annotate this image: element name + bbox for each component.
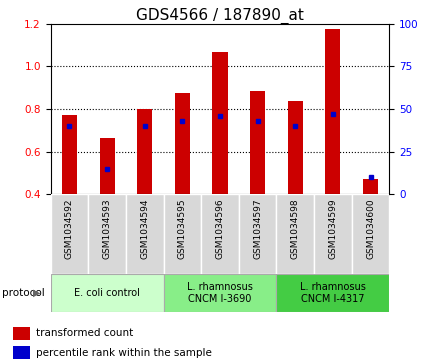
Bar <box>201 194 239 274</box>
Bar <box>288 101 303 194</box>
Title: GDS4566 / 187890_at: GDS4566 / 187890_at <box>136 7 304 24</box>
Bar <box>175 93 190 194</box>
Text: GSM1034599: GSM1034599 <box>328 198 337 259</box>
Bar <box>363 179 378 194</box>
Bar <box>62 115 77 194</box>
Text: GSM1034594: GSM1034594 <box>140 198 149 259</box>
Text: GSM1034600: GSM1034600 <box>366 198 375 259</box>
Bar <box>276 194 314 274</box>
Text: transformed count: transformed count <box>36 328 133 338</box>
Bar <box>314 194 352 274</box>
Bar <box>88 194 126 274</box>
Bar <box>137 109 152 194</box>
Text: E. coli control: E. coli control <box>74 288 140 298</box>
Bar <box>326 29 341 194</box>
Bar <box>239 194 276 274</box>
Text: GSM1034598: GSM1034598 <box>291 198 300 259</box>
Bar <box>164 194 201 274</box>
Bar <box>51 274 164 312</box>
Bar <box>164 274 276 312</box>
Bar <box>213 52 227 194</box>
Bar <box>250 91 265 194</box>
Text: protocol: protocol <box>2 288 45 298</box>
Bar <box>13 327 30 340</box>
Text: percentile rank within the sample: percentile rank within the sample <box>36 348 212 358</box>
Text: L. rhamnosus
CNCM I-3690: L. rhamnosus CNCM I-3690 <box>187 282 253 304</box>
Bar <box>126 194 164 274</box>
Text: GSM1034596: GSM1034596 <box>216 198 224 259</box>
Bar <box>51 194 88 274</box>
Text: GSM1034592: GSM1034592 <box>65 198 74 259</box>
Text: L. rhamnosus
CNCM I-4317: L. rhamnosus CNCM I-4317 <box>300 282 366 304</box>
Bar <box>352 194 389 274</box>
Bar <box>276 274 389 312</box>
Bar <box>99 138 114 194</box>
Text: ▶: ▶ <box>33 288 40 298</box>
Text: GSM1034595: GSM1034595 <box>178 198 187 259</box>
Bar <box>13 346 30 359</box>
Text: GSM1034593: GSM1034593 <box>103 198 112 259</box>
Text: GSM1034597: GSM1034597 <box>253 198 262 259</box>
